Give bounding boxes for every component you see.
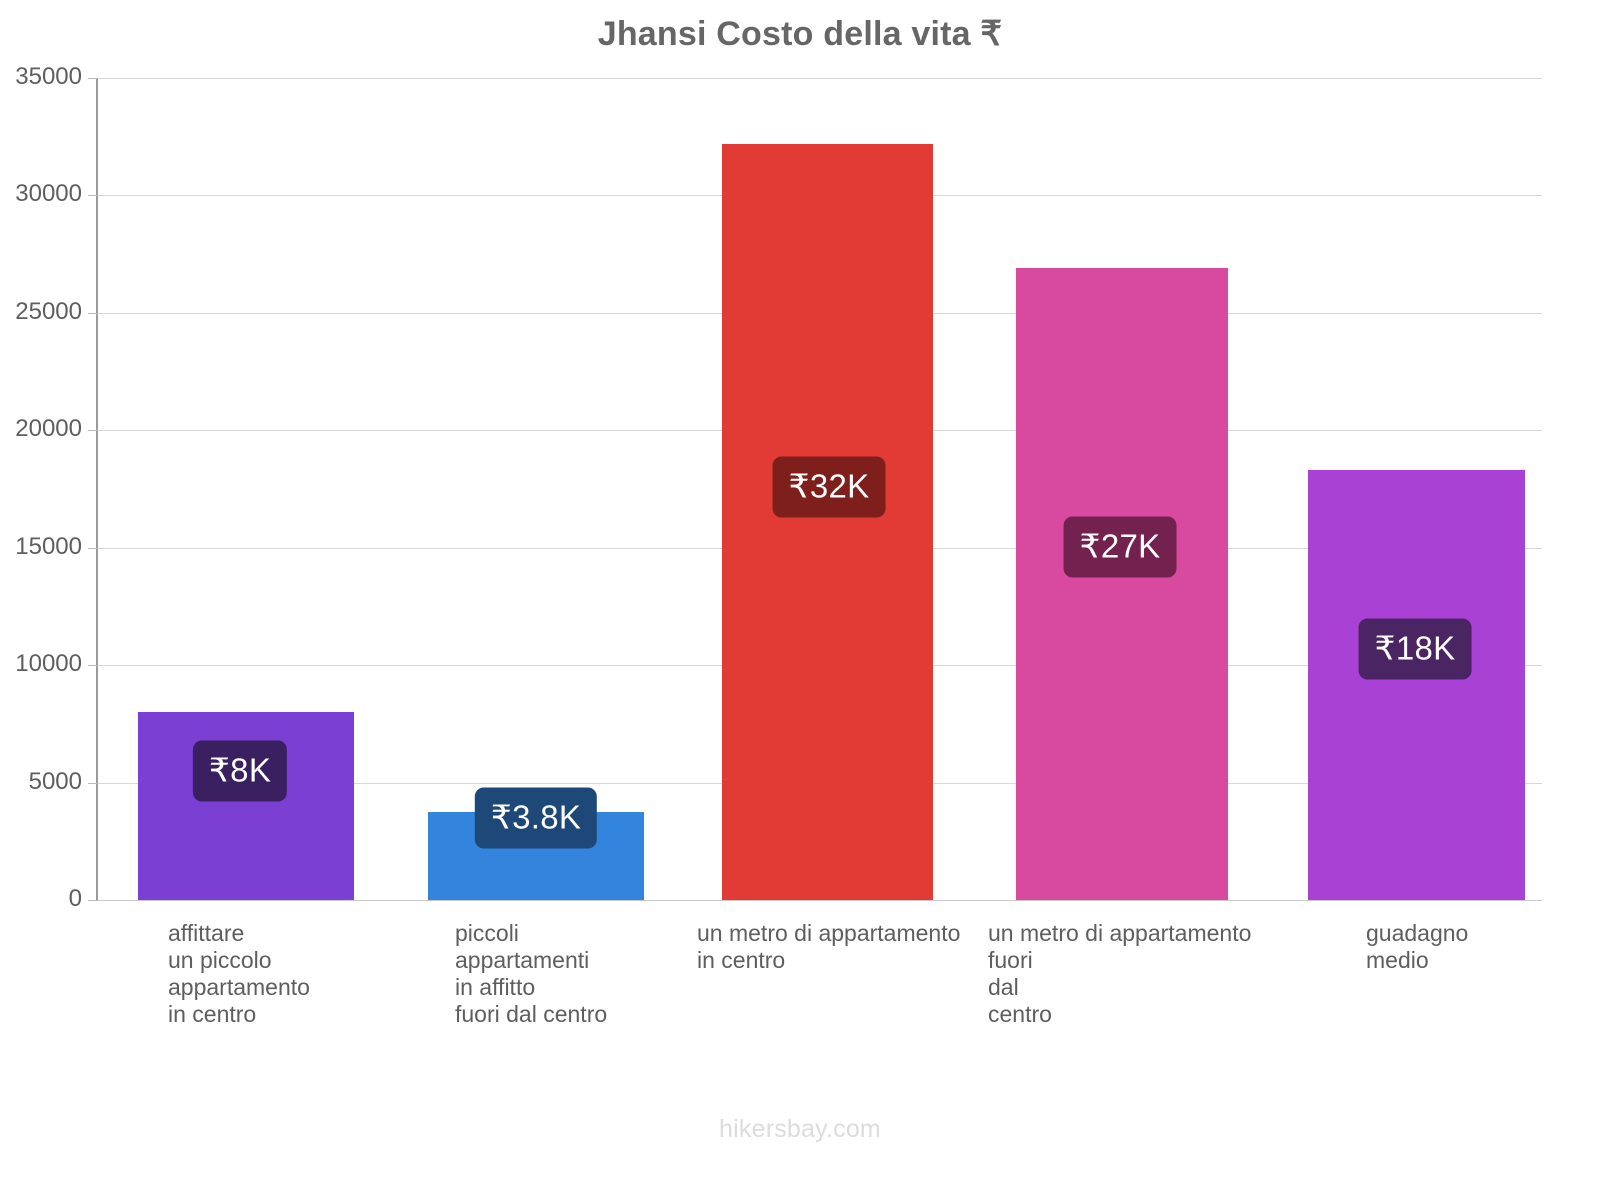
y-axis-line — [96, 78, 98, 901]
y-axis-tick-mark — [88, 313, 98, 314]
y-axis-tick-mark — [88, 548, 98, 549]
bar[interactable] — [1308, 470, 1525, 900]
x-axis-category-label: un metro di appartamento fuori dal centr… — [988, 920, 1252, 1027]
y-axis-tick-mark — [88, 195, 98, 196]
gridline — [97, 78, 1542, 79]
bar-value-badge: ₹18K — [1358, 618, 1472, 680]
y-axis-tick-label: 20000 — [15, 415, 82, 442]
y-axis-tick-mark — [88, 900, 98, 901]
y-axis-tick-label: 0 — [68, 885, 82, 912]
gridline — [97, 900, 1542, 901]
bar-value-badge: ₹27K — [1063, 516, 1177, 578]
y-axis-tick-mark — [88, 78, 98, 79]
y-axis-tick-label: 30000 — [15, 180, 82, 207]
plot-area — [97, 78, 1542, 900]
footer-watermark: hikersbay.com — [719, 1115, 881, 1143]
x-axis-category-label: affittare un piccolo appartamento in cen… — [168, 920, 310, 1027]
x-axis-category-label: guadagno medio — [1366, 920, 1469, 973]
y-axis-tick-mark — [88, 665, 98, 666]
bar[interactable] — [1016, 268, 1228, 900]
chart-title: Jhansi Costo della vita ₹ — [597, 15, 1003, 53]
y-axis-tick-mark — [88, 430, 98, 431]
bar-value-badge: ₹3.8K — [474, 787, 598, 849]
x-axis-category-label: piccoli appartamenti in affitto fuori da… — [455, 920, 608, 1027]
y-axis-tick-label: 15000 — [15, 533, 82, 560]
y-axis-tick-label: 5000 — [28, 768, 82, 795]
y-axis-tick-label: 10000 — [15, 650, 82, 677]
bar-value-badge: ₹32K — [772, 456, 886, 518]
bar[interactable] — [722, 143, 933, 900]
y-axis-tick-mark — [88, 783, 98, 784]
y-axis-tick-label: 35000 — [15, 63, 82, 90]
bar-value-badge: ₹8K — [192, 740, 288, 802]
y-axis-tick-label: 25000 — [15, 298, 82, 325]
x-axis-category-label: un metro di appartamento in centro — [697, 920, 961, 973]
